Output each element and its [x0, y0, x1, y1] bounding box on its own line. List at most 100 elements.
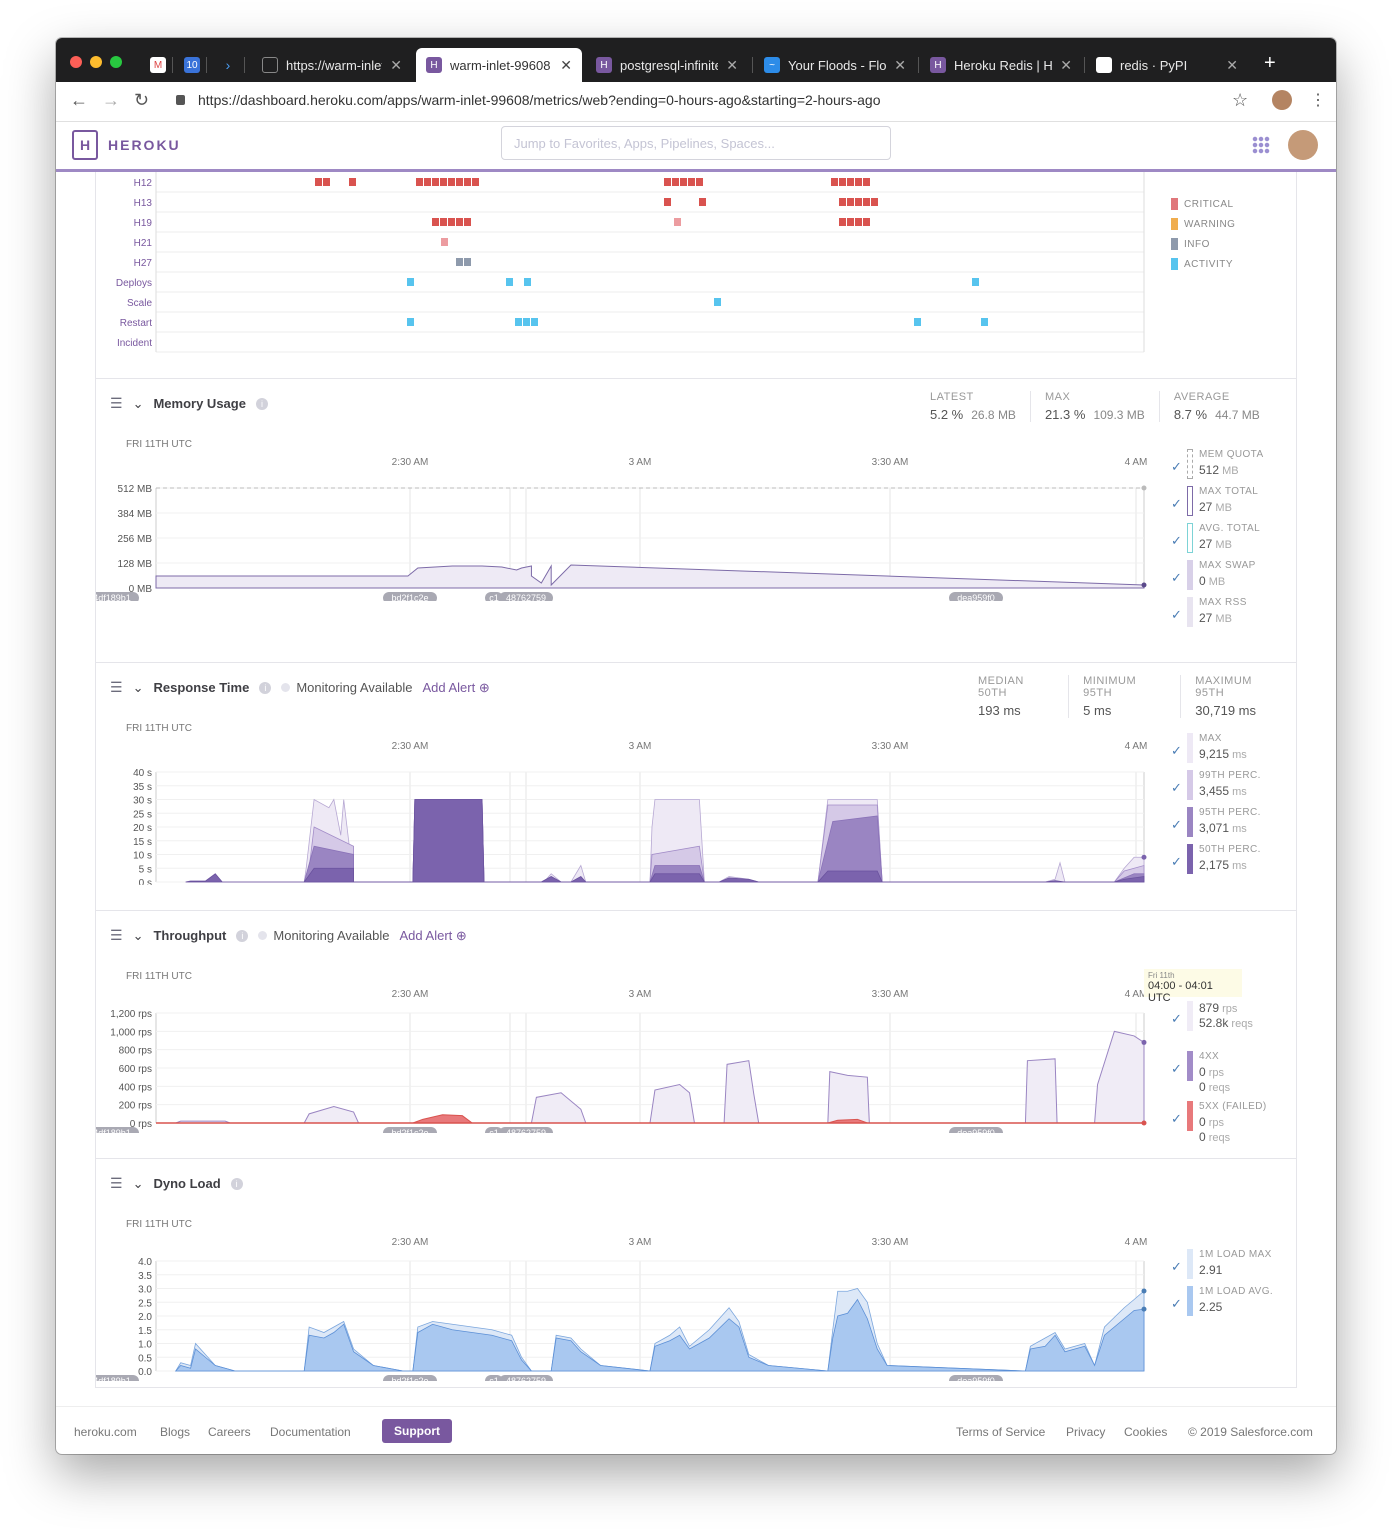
event-mark: [464, 218, 471, 226]
tab-heroku-redis[interactable]: H Heroku Redis | He ✕: [920, 48, 1082, 82]
tab-terminal[interactable]: ›: [210, 48, 238, 82]
legend-value: 0 rps: [1199, 1065, 1225, 1079]
load-avg-area: [174, 1298, 1145, 1372]
checkmark-icon[interactable]: ✓: [1171, 533, 1183, 548]
checkmark-icon[interactable]: ✓: [1171, 1296, 1183, 1311]
tab-postgresql[interactable]: H postgresql-infinite ✕: [586, 48, 748, 82]
close-tab-icon[interactable]: ✕: [1226, 56, 1238, 73]
dyno-section: ☰ ⌄ Dyno Load i FRI 11TH UTC 2:30 AM 3 AM…: [96, 1158, 1296, 1388]
floods-icon: ~: [764, 57, 780, 73]
tab-floods[interactable]: ~ Your Floods - Floo ✕: [754, 48, 916, 82]
time-tick-label: 3 AM: [629, 1237, 652, 1248]
reload-icon[interactable]: ↻: [134, 90, 150, 110]
event-mark: [664, 178, 671, 186]
footer-link-cookies[interactable]: Cookies: [1124, 1425, 1168, 1439]
info-icon[interactable]: i: [255, 397, 268, 410]
menu-icon[interactable]: ☰: [110, 1175, 123, 1191]
close-tab-icon[interactable]: ✕: [894, 56, 906, 73]
footer-link-documentation[interactable]: Documentation: [270, 1425, 351, 1439]
chevron-down-icon[interactable]: ⌄: [132, 927, 144, 943]
release-badge: [949, 1127, 1003, 1133]
event-mark: [349, 178, 356, 186]
close-tab-icon[interactable]: ✕: [726, 56, 738, 73]
info-icon[interactable]: i: [259, 681, 272, 694]
footer-link-terms[interactable]: Terms of Service: [956, 1425, 1046, 1439]
checkmark-icon[interactable]: ✓: [1171, 1259, 1183, 1274]
legend-activity: ACTIVITY: [1171, 254, 1235, 274]
y-tick-label: 1,200 rps: [110, 1009, 152, 1020]
checkmark-icon[interactable]: ✓: [1171, 607, 1183, 622]
y-tick-label: 3.5: [138, 1271, 152, 1282]
apps-grid-icon[interactable]: [1252, 136, 1270, 154]
event-row-label: H13: [134, 198, 153, 209]
checkmark-icon[interactable]: ✓: [1171, 1111, 1183, 1126]
time-tick-label: 3:30 AM: [872, 741, 909, 752]
menu-icon[interactable]: ☰: [110, 927, 123, 943]
info-icon[interactable]: i: [236, 929, 249, 942]
chevron-down-icon[interactable]: ⌄: [132, 1175, 144, 1191]
checkmark-icon[interactable]: ✓: [1171, 570, 1183, 585]
footer-link-careers[interactable]: Careers: [208, 1425, 251, 1439]
event-mark: [664, 198, 671, 206]
menu-icon[interactable]: ☰: [110, 395, 123, 411]
close-tab-icon[interactable]: ✕: [390, 56, 402, 73]
chevron-down-icon[interactable]: ⌄: [132, 679, 144, 695]
checkmark-icon[interactable]: ✓: [1171, 743, 1183, 758]
event-mark: [448, 178, 455, 186]
chevron-down-icon[interactable]: ⌄: [132, 395, 144, 411]
footer-link-heroku[interactable]: heroku.com: [74, 1425, 137, 1439]
heroku-logo-icon[interactable]: H: [72, 130, 98, 160]
checkmark-icon[interactable]: ✓: [1171, 496, 1183, 511]
release-badge: [383, 1375, 437, 1381]
checkmark-icon[interactable]: ✓: [1171, 1061, 1183, 1076]
checkmark-icon[interactable]: ✓: [1171, 817, 1183, 832]
checkmark-icon[interactable]: ✓: [1171, 854, 1183, 869]
event-mark: [472, 178, 479, 186]
event-mark: [981, 318, 988, 326]
close-tab-icon[interactable]: ✕: [1060, 56, 1072, 73]
menu-icon[interactable]: ☰: [110, 679, 123, 695]
event-mark: [855, 198, 862, 206]
event-mark: [855, 178, 862, 186]
memory-section: ☰ ⌄ Memory Usage i LATEST 5.2 % 26.8 MB MA…: [96, 378, 1296, 662]
y-tick-label: 5 s: [139, 864, 152, 875]
footer-link-privacy[interactable]: Privacy: [1066, 1425, 1106, 1439]
legend-name: 1M LOAD MAX: [1199, 1249, 1272, 1260]
forward-icon[interactable]: →: [102, 90, 120, 110]
checkmark-icon[interactable]: ✓: [1171, 1011, 1183, 1026]
tab-calendar[interactable]: 10: [174, 48, 202, 82]
support-button[interactable]: Support: [382, 1419, 452, 1443]
profile-avatar[interactable]: [1272, 90, 1292, 110]
user-avatar[interactable]: [1288, 130, 1318, 160]
checkmark-icon[interactable]: ✓: [1171, 780, 1183, 795]
close-tab-icon[interactable]: ✕: [560, 56, 572, 73]
new-tab-icon[interactable]: +: [1264, 52, 1276, 74]
add-alert-link[interactable]: Add Alert ⊕: [422, 679, 490, 695]
minimize-window-button[interactable]: [90, 56, 102, 68]
add-alert-link[interactable]: Add Alert ⊕: [399, 927, 467, 943]
tab-gmail[interactable]: M: [140, 48, 168, 82]
timezone-label: FRI 11TH UTC: [126, 971, 192, 982]
back-icon[interactable]: ←: [70, 90, 88, 110]
url-field[interactable]: https://dashboard.heroku.com/apps/warm-i…: [198, 92, 881, 108]
tab-warm-inlet-url[interactable]: https://warm-inlet ✕: [252, 48, 412, 82]
event-row-label: Restart: [120, 318, 152, 329]
zoom-window-button[interactable]: [110, 56, 122, 68]
tab-warm-inlet-active[interactable]: H warm-inlet-99608 ✕: [416, 48, 582, 82]
tab-pypi[interactable]: redis · PyPI ✕: [1086, 48, 1248, 82]
footer-link-blogs[interactable]: Blogs: [160, 1425, 191, 1439]
bookmark-star-icon[interactable]: ☆: [1232, 90, 1249, 110]
heroku-brand[interactable]: HEROKU: [108, 137, 181, 153]
browser-menu-icon[interactable]: ⋮: [1310, 92, 1326, 109]
calendar-icon: 10: [184, 57, 200, 73]
y-tick-label: 200 rps: [119, 1101, 152, 1112]
jump-search-input[interactable]: Jump to Favorites, Apps, Pipelines, Spac…: [501, 126, 891, 160]
legend-value: 2,175 ms: [1199, 858, 1247, 872]
heroku-header: H HEROKU Jump to Favorites, Apps, Pipeli…: [56, 122, 1336, 172]
throughput-area: [175, 1030, 1145, 1124]
checkmark-icon[interactable]: ✓: [1171, 459, 1183, 474]
info-icon[interactable]: i: [230, 1177, 243, 1190]
event-row-label: H21: [134, 238, 153, 249]
event-mark: [839, 198, 846, 206]
close-window-button[interactable]: [70, 56, 82, 68]
